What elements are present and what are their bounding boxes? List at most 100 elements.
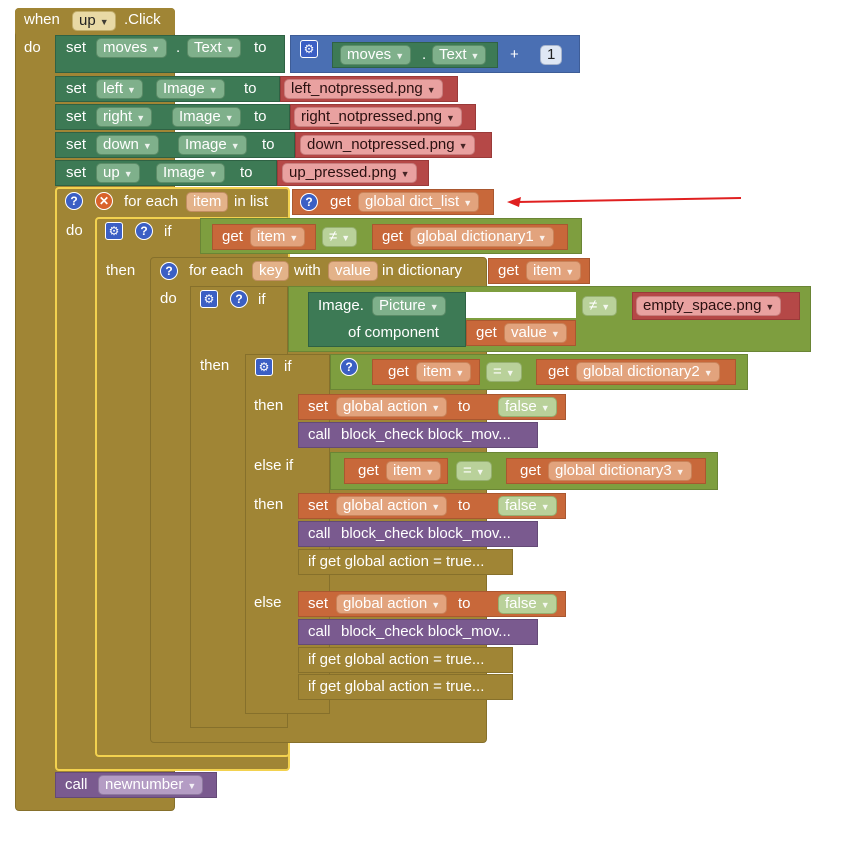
false-dropdown[interactable]: false ▼ xyxy=(498,496,557,516)
to-label: to xyxy=(262,136,275,153)
not-equal-operator[interactable]: ≠ ▼ xyxy=(582,296,618,316)
equal-operator[interactable]: = ▼ xyxy=(486,362,522,382)
false-dropdown[interactable]: false ▼ xyxy=(498,397,557,417)
moves-component-dropdown[interactable]: moves ▼ xyxy=(96,38,168,58)
help-icon[interactable]: ? xyxy=(65,192,83,210)
gear-icon[interactable]: ⚙ xyxy=(105,222,123,240)
get-label: get xyxy=(222,228,243,245)
call-label: call xyxy=(308,426,331,443)
dictionary3-dropdown[interactable]: global dictionary3 ▼ xyxy=(548,461,692,481)
get-label: get xyxy=(476,324,497,341)
image-property-dropdown[interactable]: Image ▼ xyxy=(178,135,247,155)
inner-text-dropdown[interactable]: Text ▼ xyxy=(432,45,487,65)
number-field[interactable]: 1 xyxy=(540,45,563,65)
in-dictionary-label: in dictionary xyxy=(382,262,463,279)
key-variable-name[interactable]: key xyxy=(252,261,290,281)
item-dropdown[interactable]: item ▼ xyxy=(526,261,582,281)
do-label: do xyxy=(160,290,177,307)
set-down-image-block[interactable] xyxy=(55,132,295,158)
set-label: set xyxy=(66,164,87,181)
text-property-dropdown[interactable]: Text ▼ xyxy=(187,38,242,58)
equal-operator[interactable]: = ▼ xyxy=(456,461,492,481)
item-variable-name[interactable]: item xyxy=(186,192,229,212)
call-block-check[interactable] xyxy=(298,521,538,547)
else-label: else xyxy=(254,594,282,611)
collapsed-if-block[interactable] xyxy=(298,647,513,673)
set-label: set xyxy=(308,398,329,415)
right-component-dropdown[interactable]: right ▼ xyxy=(96,107,153,127)
else-if-label: else if xyxy=(254,457,294,474)
dictionary1-dropdown[interactable]: global dictionary1 ▼ xyxy=(410,227,554,247)
call-block-check[interactable] xyxy=(298,422,538,448)
value-variable-name[interactable]: value xyxy=(328,261,378,281)
false-dropdown[interactable]: false ▼ xyxy=(498,594,557,614)
picture-property-dropdown[interactable]: Picture ▼ xyxy=(372,296,446,316)
event-component-dropdown[interactable]: up ▼ xyxy=(72,11,116,31)
not-equal-operator[interactable]: ≠ ▼ xyxy=(322,227,358,247)
collapsed-if-block[interactable] xyxy=(298,549,513,575)
newnumber-dropdown[interactable]: newnumber ▼ xyxy=(98,775,204,795)
value-dropdown[interactable]: value ▼ xyxy=(504,323,567,343)
help-icon[interactable]: ? xyxy=(300,193,318,211)
gear-icon[interactable]: ⚙ xyxy=(255,358,273,376)
get-label: get xyxy=(330,193,351,210)
when-label: when xyxy=(24,11,60,28)
inner-dot-label: . xyxy=(422,46,427,63)
dict-list-dropdown[interactable]: global dict_list ▼ xyxy=(358,192,480,212)
action-dropdown[interactable]: global action ▼ xyxy=(336,397,448,417)
item-dropdown[interactable]: item ▼ xyxy=(416,362,472,382)
get-label: get xyxy=(358,462,379,479)
up-component-dropdown[interactable]: up ▼ xyxy=(96,163,140,183)
action-dropdown[interactable]: global action ▼ xyxy=(336,594,448,614)
set-label: set xyxy=(66,39,87,56)
left-component-dropdown[interactable]: left ▼ xyxy=(96,79,143,99)
image-property-dropdown[interactable]: Image ▼ xyxy=(172,107,241,127)
right-image-text[interactable]: right_notpressed.png ▼ xyxy=(294,107,462,127)
if-label: if xyxy=(258,291,266,308)
help-icon[interactable]: ? xyxy=(340,358,358,376)
down-image-text[interactable]: down_notpressed.png ▼ xyxy=(300,135,475,155)
to-label: to xyxy=(458,595,471,612)
collapsed-if-label: if get global action = true... xyxy=(308,553,485,570)
gear-icon[interactable]: ⚙ xyxy=(200,290,218,308)
set-label: set xyxy=(308,595,329,612)
image-property-dropdown[interactable]: Image ▼ xyxy=(156,79,225,99)
action-dropdown[interactable]: global action ▼ xyxy=(336,496,448,516)
to-label: to xyxy=(458,398,471,415)
help-icon[interactable]: ? xyxy=(160,262,178,280)
inner-moves-dropdown[interactable]: moves ▼ xyxy=(340,45,412,65)
to-label: to xyxy=(254,39,267,56)
item-dropdown[interactable]: item ▼ xyxy=(250,227,306,247)
call-label: call xyxy=(65,776,88,793)
error-icon[interactable]: ✕ xyxy=(95,192,113,210)
call-label: call xyxy=(308,525,331,542)
image-property-dropdown[interactable]: Image ▼ xyxy=(156,163,225,183)
help-icon[interactable]: ? xyxy=(230,290,248,308)
dictionary2-dropdown[interactable]: global dictionary2 ▼ xyxy=(576,362,720,382)
down-component-dropdown[interactable]: down ▼ xyxy=(96,135,159,155)
get-label: get xyxy=(382,228,403,245)
if-label: if xyxy=(164,223,172,240)
then-label: then xyxy=(106,262,136,279)
to-label: to xyxy=(458,497,471,514)
set-label: set xyxy=(66,80,87,97)
image-label: Image. xyxy=(318,297,364,314)
get-label: get xyxy=(388,363,409,380)
get-label: get xyxy=(520,462,541,479)
help-icon[interactable]: ? xyxy=(135,222,153,240)
collapsed-if-block[interactable] xyxy=(298,674,513,700)
procedure-name: block_check block_mov... xyxy=(341,623,511,640)
of-component-label: of component xyxy=(348,324,439,341)
do-label: do xyxy=(24,39,41,56)
call-label: call xyxy=(308,623,331,640)
call-block-check[interactable] xyxy=(298,619,538,645)
then-label: then xyxy=(200,357,230,374)
item-dropdown[interactable]: item ▼ xyxy=(386,461,442,481)
do-label: do xyxy=(66,222,83,239)
left-image-text[interactable]: left_notpressed.png ▼ xyxy=(284,79,443,99)
collapsed-if-label: if get global action = true... xyxy=(308,651,485,668)
up-image-text[interactable]: up_pressed.png ▼ xyxy=(282,163,417,183)
empty-space-text[interactable]: empty_space.png ▼ xyxy=(636,296,782,316)
gear-icon[interactable]: ⚙ xyxy=(300,40,318,58)
set-moves-text-block[interactable] xyxy=(55,35,285,73)
